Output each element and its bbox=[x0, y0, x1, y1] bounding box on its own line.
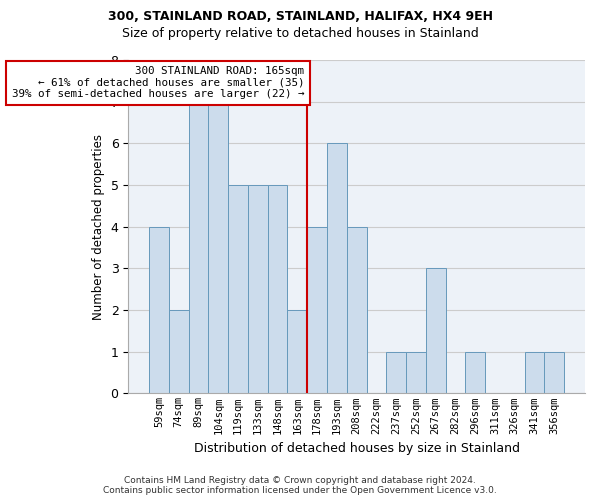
Bar bbox=[248, 185, 268, 394]
Bar bbox=[208, 102, 228, 394]
Bar bbox=[149, 226, 169, 394]
Bar bbox=[386, 352, 406, 394]
Bar bbox=[544, 352, 564, 394]
Bar bbox=[327, 144, 347, 394]
Bar bbox=[466, 352, 485, 394]
X-axis label: Distribution of detached houses by size in Stainland: Distribution of detached houses by size … bbox=[194, 442, 520, 455]
Bar bbox=[525, 352, 544, 394]
Text: Size of property relative to detached houses in Stainland: Size of property relative to detached ho… bbox=[122, 28, 478, 40]
Bar bbox=[347, 226, 367, 394]
Bar bbox=[268, 185, 287, 394]
Text: 300, STAINLAND ROAD, STAINLAND, HALIFAX, HX4 9EH: 300, STAINLAND ROAD, STAINLAND, HALIFAX,… bbox=[107, 10, 493, 23]
Bar bbox=[406, 352, 426, 394]
Text: Contains HM Land Registry data © Crown copyright and database right 2024.
Contai: Contains HM Land Registry data © Crown c… bbox=[103, 476, 497, 495]
Bar bbox=[228, 185, 248, 394]
Bar bbox=[426, 268, 446, 394]
Text: 300 STAINLAND ROAD: 165sqm
← 61% of detached houses are smaller (35)
39% of semi: 300 STAINLAND ROAD: 165sqm ← 61% of deta… bbox=[12, 66, 304, 100]
Bar bbox=[169, 310, 188, 394]
Bar bbox=[188, 102, 208, 394]
Y-axis label: Number of detached properties: Number of detached properties bbox=[92, 134, 105, 320]
Bar bbox=[307, 226, 327, 394]
Bar bbox=[287, 310, 307, 394]
